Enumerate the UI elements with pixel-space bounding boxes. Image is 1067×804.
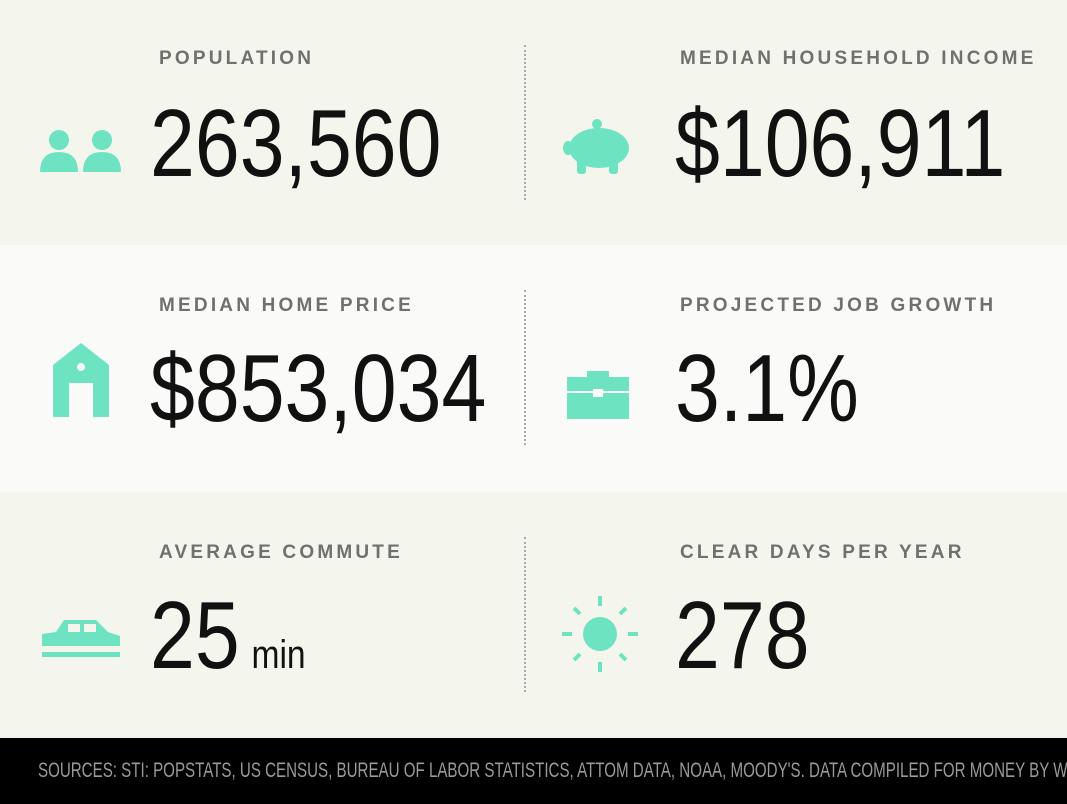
value-number: 25 xyxy=(150,582,240,689)
stat-label: POPULATION xyxy=(159,48,315,69)
stat-label: MEDIAN HOME PRICE xyxy=(159,295,414,316)
piggy-icon xyxy=(563,119,629,174)
stat-label: CLEAR DAYS PER YEAR xyxy=(680,542,965,563)
stat-value: $853,034 xyxy=(150,335,487,442)
footer: SOURCES: STI: POPSTATS, US CENSUS, BUREA… xyxy=(0,738,1067,804)
row: POPULATION 263,560 MEDIAN HOUSEHOLD INCO… xyxy=(0,0,1067,247)
row: AVERAGE COMMUTE 25 min CLEAR DAYS PER YEA… xyxy=(0,492,1067,738)
car-icon xyxy=(42,620,120,657)
sun-icon xyxy=(562,596,638,672)
stat-label: AVERAGE COMMUTE xyxy=(159,542,403,563)
stat-value: $106,911 xyxy=(675,90,1006,197)
stat-value: 278 xyxy=(675,582,810,689)
stat-label: PROJECTED JOB GROWTH xyxy=(680,295,997,316)
stat-label: MEDIAN HOUSEHOLD INCOME xyxy=(680,48,1037,69)
stat-value: 263,560 xyxy=(150,90,442,197)
value-unit: min xyxy=(251,633,306,677)
stat-value: 3.1% xyxy=(675,335,859,442)
house-icon xyxy=(53,343,109,417)
sources: SOURCES: STI: POPSTATS, US CENSUS, BUREA… xyxy=(38,759,1067,782)
briefcase-icon xyxy=(567,371,629,419)
stat-value: 25 min xyxy=(150,588,306,684)
divider xyxy=(524,537,526,692)
row: MEDIAN HOME PRICE $853,034 PROJECTED JOB… xyxy=(0,245,1067,492)
divider xyxy=(524,45,526,200)
people-icon xyxy=(40,130,121,172)
divider xyxy=(524,290,526,445)
